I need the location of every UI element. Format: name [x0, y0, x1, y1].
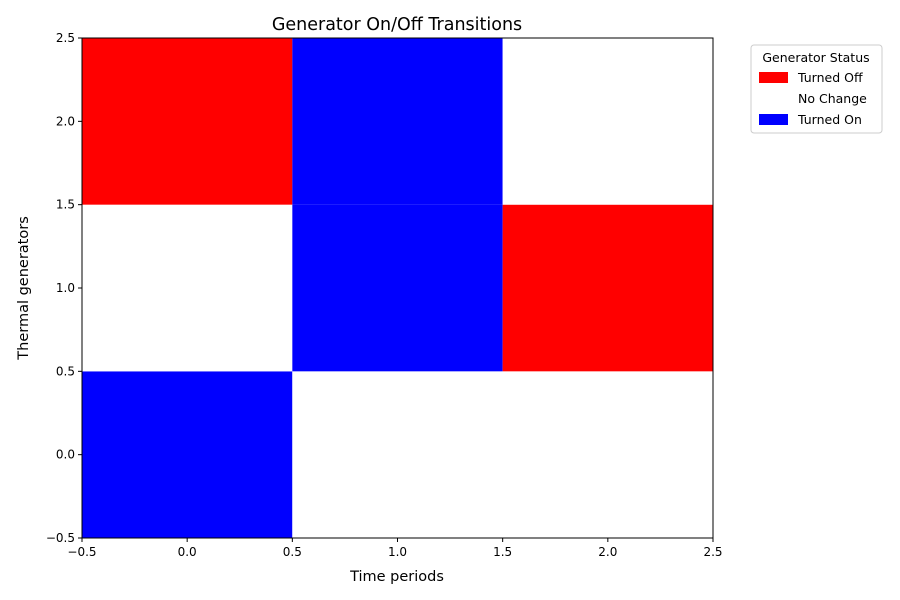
- y-tick-label: 0.5: [56, 364, 75, 378]
- y-tick-label: 2.5: [56, 31, 75, 45]
- y-tick-label: −0.5: [46, 531, 75, 545]
- heatmap-cells: [82, 38, 713, 538]
- x-tick-label: 1.0: [388, 545, 407, 559]
- x-axis-label: Time periods: [349, 569, 444, 585]
- x-tick-label: 1.5: [493, 545, 512, 559]
- legend-entries: Turned Off No Change Turned On: [759, 70, 867, 127]
- legend-entry-label: Turned On: [797, 112, 862, 127]
- heatmap-cell-g1-t2: [502, 204, 713, 372]
- heatmap-cell-g0-t1: [292, 371, 503, 538]
- heatmap-cell-g2-t1: [292, 38, 503, 205]
- heatmap-cell-g0-t2: [502, 371, 713, 538]
- heatmap-cell-g2-t0: [82, 38, 293, 205]
- y-tick-label: 1.5: [56, 198, 75, 212]
- chart-title: Generator On/Off Transitions: [272, 15, 522, 35]
- x-tick-label: 0.5: [283, 545, 302, 559]
- y-tick-label: 1.0: [56, 281, 75, 295]
- legend-title: Generator Status: [762, 50, 869, 65]
- legend-swatch: [759, 114, 788, 125]
- heatmap-cell-g2-t2: [502, 38, 713, 205]
- heatmap-cell-g1-t0: [82, 204, 293, 372]
- heatmap-cell-g0-t0: [82, 371, 293, 538]
- legend-swatch: [759, 93, 788, 104]
- y-axis-label: Thermal generators: [16, 216, 32, 360]
- legend-frame: [750, 44, 883, 134]
- legend-swatch: [759, 72, 788, 83]
- x-tick-label: 2.5: [703, 545, 722, 559]
- x-tick-label: 2.0: [598, 545, 617, 559]
- x-tick-label: −0.5: [67, 545, 96, 559]
- legend-entry-label: No Change: [798, 91, 867, 106]
- y-tick-label: 2.0: [56, 114, 75, 128]
- y-axis-ticks: −0.5 0.0 0.5 1.0 1.5 2.0 2.5: [46, 31, 82, 545]
- y-tick-label: 0.0: [56, 448, 75, 462]
- legend-entry-label: Turned Off: [797, 70, 863, 85]
- x-axis-ticks: −0.5 0.0 0.5 1.0 1.5 2.0 2.5: [67, 538, 723, 559]
- x-tick-label: 0.0: [178, 545, 197, 559]
- heatmap-cell-g1-t1: [292, 204, 503, 372]
